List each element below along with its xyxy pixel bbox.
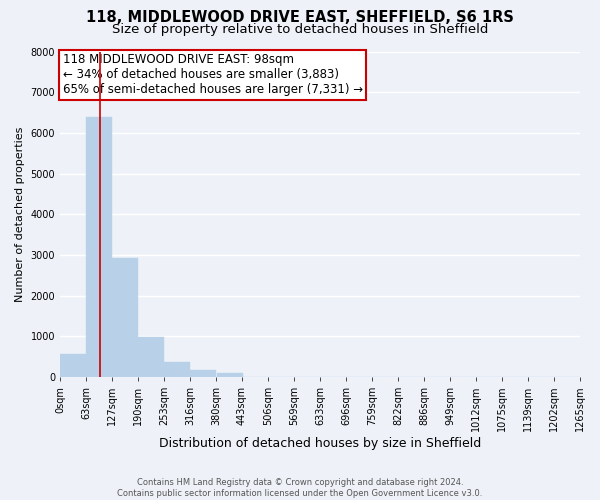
Bar	[112, 258, 139, 377]
Text: Contains HM Land Registry data © Crown copyright and database right 2024.
Contai: Contains HM Land Registry data © Crown c…	[118, 478, 482, 498]
Bar	[190, 370, 217, 377]
Bar	[86, 116, 112, 377]
Bar	[139, 338, 164, 377]
Text: Size of property relative to detached houses in Sheffield: Size of property relative to detached ho…	[112, 22, 488, 36]
Bar	[217, 373, 243, 377]
Text: 118, MIDDLEWOOD DRIVE EAST, SHEFFIELD, S6 1RS: 118, MIDDLEWOOD DRIVE EAST, SHEFFIELD, S…	[86, 10, 514, 25]
Bar	[60, 354, 86, 377]
X-axis label: Distribution of detached houses by size in Sheffield: Distribution of detached houses by size …	[159, 437, 481, 450]
Bar	[164, 362, 190, 377]
Y-axis label: Number of detached properties: Number of detached properties	[15, 126, 25, 302]
Text: 118 MIDDLEWOOD DRIVE EAST: 98sqm
← 34% of detached houses are smaller (3,883)
65: 118 MIDDLEWOOD DRIVE EAST: 98sqm ← 34% o…	[62, 53, 363, 96]
